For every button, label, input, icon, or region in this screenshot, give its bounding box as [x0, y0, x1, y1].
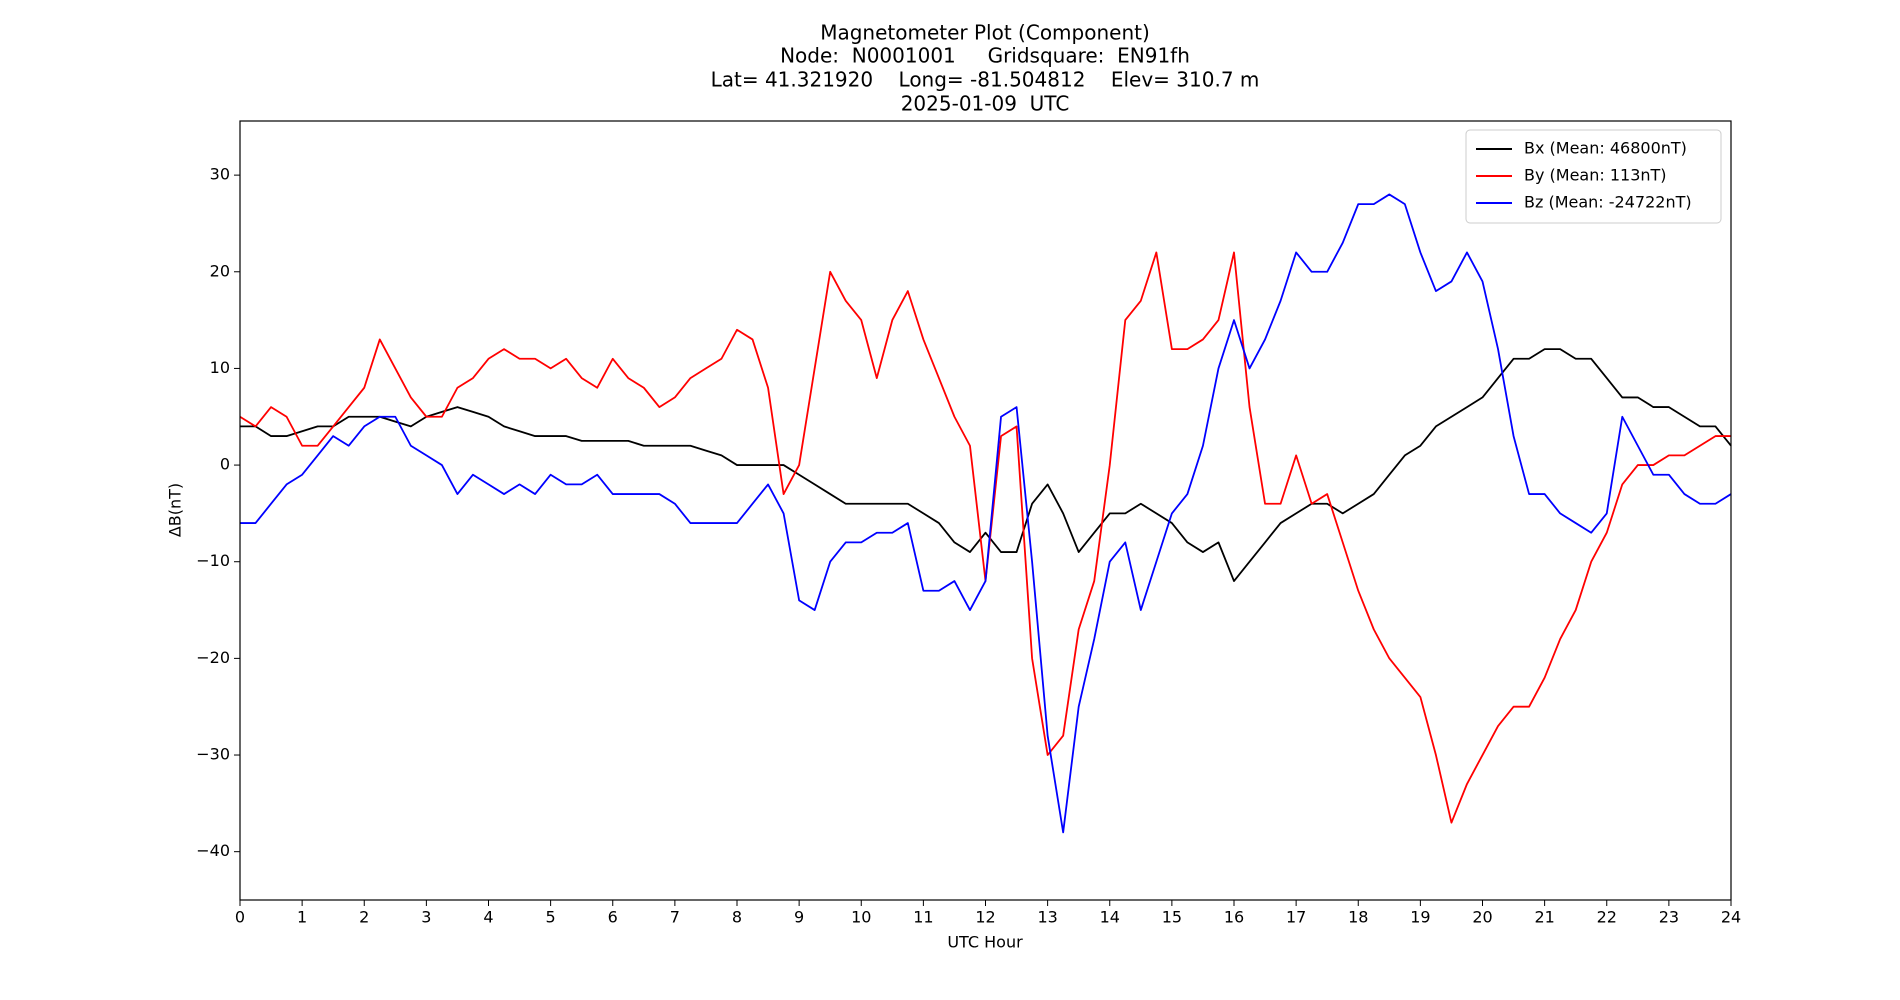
- x-tick-label: 13: [1037, 908, 1057, 927]
- x-tick-label: 10: [851, 908, 871, 927]
- x-tick-label: 5: [546, 908, 556, 927]
- y-tick-label: 20: [210, 261, 230, 280]
- x-tick-label: 16: [1224, 908, 1244, 927]
- x-tick-label: 0: [235, 908, 245, 927]
- y-tick-label: −40: [196, 841, 230, 860]
- chart-subtitle: 2025-01-09 UTC: [901, 92, 1070, 116]
- legend-label: Bx (Mean: 46800nT): [1524, 139, 1687, 158]
- plot-frame: [239, 120, 1732, 901]
- legend-label: Bz (Mean: -24722nT): [1524, 193, 1692, 212]
- series-line: [240, 193, 1732, 834]
- x-tick-label: 12: [975, 908, 995, 927]
- chart-subtitle: Lat= 41.321920 Long= -81.504812 Elev= 31…: [711, 68, 1260, 92]
- x-tick-label: 11: [913, 908, 933, 927]
- x-axis-label: UTC Hour: [947, 933, 1023, 952]
- x-tick-label: 14: [1100, 908, 1120, 927]
- x-tick-label: 1: [297, 908, 307, 927]
- x-tick-label: 7: [670, 908, 680, 927]
- x-tick-label: 3: [421, 908, 431, 927]
- x-tick-label: 18: [1348, 908, 1368, 927]
- x-tick-label: 24: [1721, 908, 1741, 927]
- x-tick-label: 8: [732, 908, 742, 927]
- x-tick-label: 23: [1659, 908, 1679, 927]
- series-line: [240, 348, 1732, 582]
- y-tick-label: −30: [196, 745, 230, 764]
- legend-box: [1465, 129, 1722, 224]
- x-tick-label: 6: [608, 908, 618, 927]
- x-tick-label: 2: [359, 908, 369, 927]
- y-tick-label: 0: [220, 455, 230, 474]
- x-tick-label: 21: [1534, 908, 1554, 927]
- x-tick-label: 4: [483, 908, 493, 927]
- y-tick-label: 30: [210, 165, 230, 184]
- y-tick-label: 10: [210, 358, 230, 377]
- chart-title: Magnetometer Plot (Component): [820, 21, 1150, 45]
- x-tick-label: 15: [1162, 908, 1182, 927]
- x-tick-label: 22: [1597, 908, 1617, 927]
- x-tick-label: 19: [1410, 908, 1430, 927]
- legend-label: By (Mean: 113nT): [1524, 166, 1667, 185]
- x-tick-label: 20: [1472, 908, 1492, 927]
- x-tick-label: 9: [794, 908, 804, 927]
- chart-subtitle: Node: N0001001 Gridsquare: EN91fh: [780, 44, 1190, 68]
- y-tick-label: −10: [196, 551, 230, 570]
- y-tick-label: −20: [196, 648, 230, 667]
- y-axis-label: ΔB(nT): [166, 483, 185, 537]
- x-tick-label: 17: [1286, 908, 1306, 927]
